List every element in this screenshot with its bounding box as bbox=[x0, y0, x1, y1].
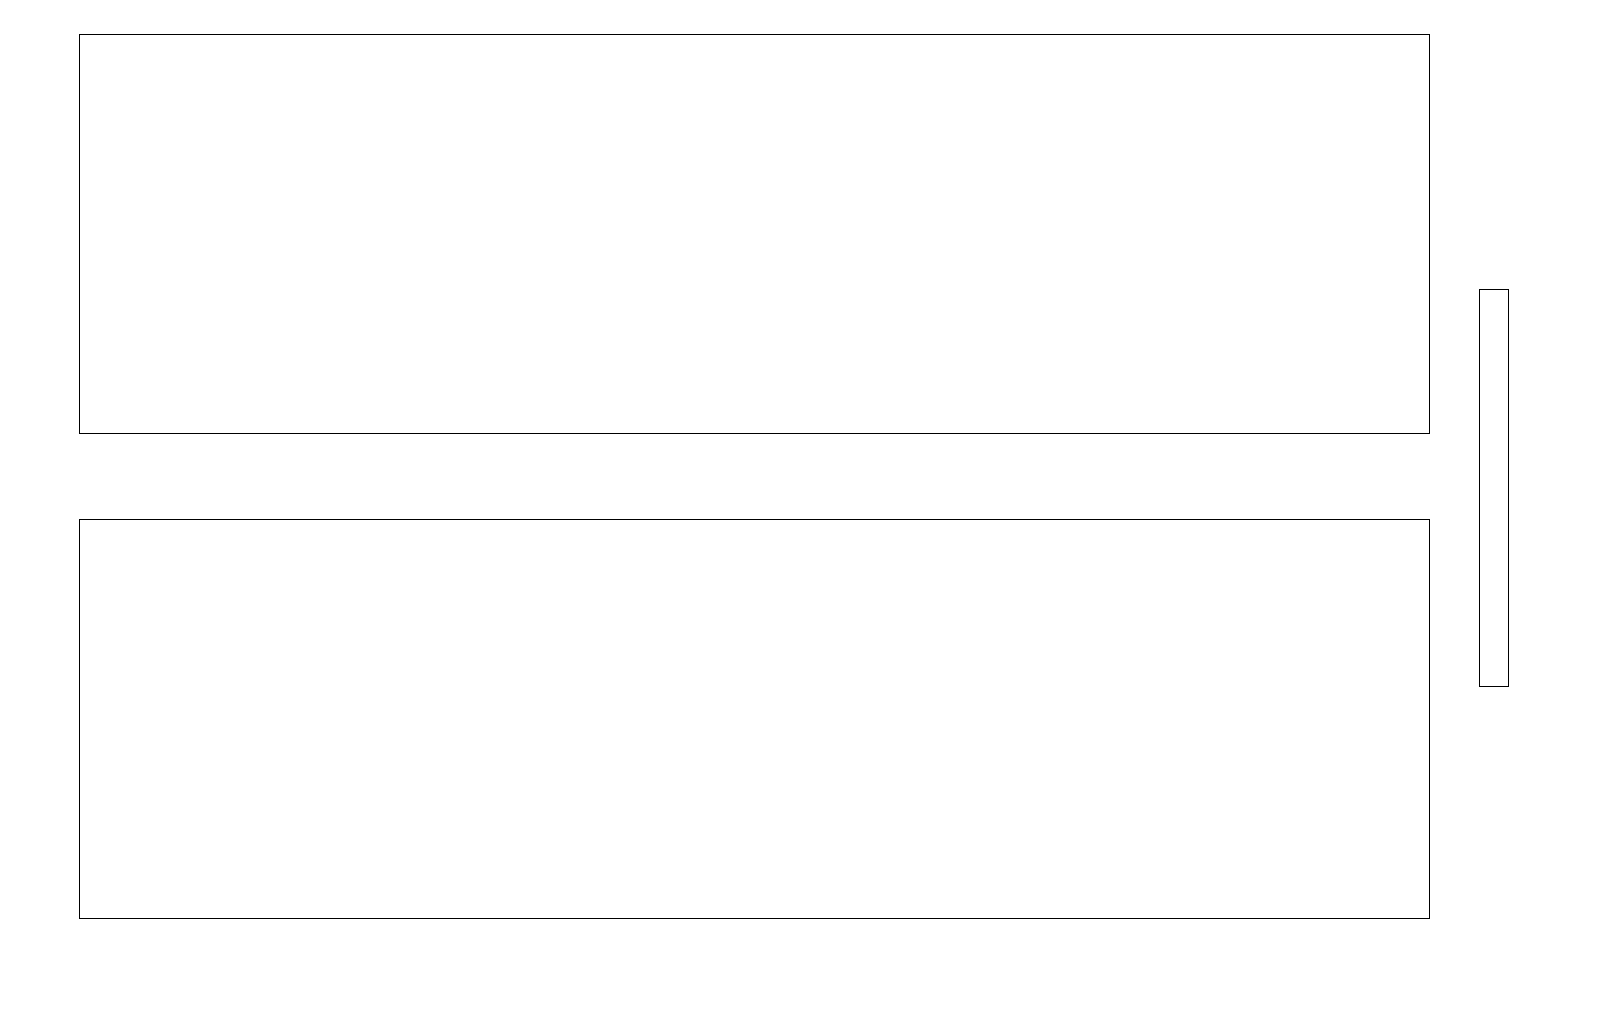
colorbar bbox=[1479, 289, 1509, 687]
screened-heatmap-canvas bbox=[80, 520, 1429, 918]
colorbar-gradient bbox=[1480, 290, 1508, 686]
screened-heatmap-panel bbox=[79, 519, 1430, 919]
raw-heatmap-panel bbox=[79, 34, 1430, 434]
raw-heatmap-canvas bbox=[80, 35, 1429, 433]
